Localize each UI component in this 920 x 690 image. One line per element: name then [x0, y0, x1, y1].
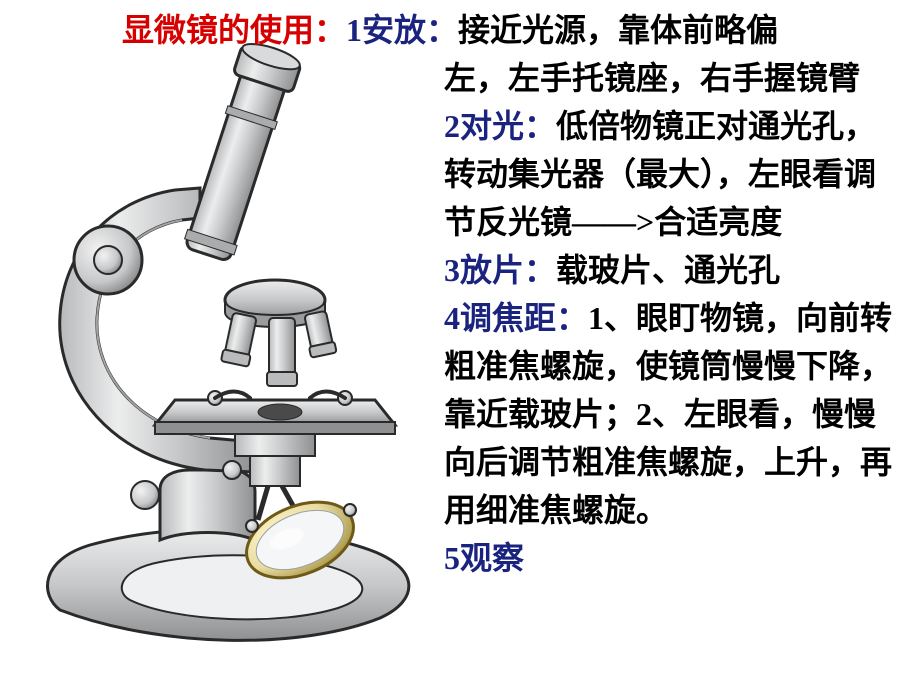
step1-body-a: 接近光源，靠体前略偏: [458, 12, 778, 48]
step1-body-b: 左，左手托镜座，右手握镜臂: [444, 54, 912, 102]
step2-body-a: 低倍物镜正对通光孔，: [556, 108, 876, 144]
step3-body: 载玻片、通光孔: [556, 252, 780, 288]
step4-body-b: 粗准焦螺旋，使镜筒慢慢下降，: [444, 342, 912, 390]
step2-body-c: 节反光镜——>合适亮度: [444, 198, 912, 246]
step2-label: 2对光：: [444, 108, 556, 144]
instruction-text: 显微镜的使用：1安放：接近光源，靠体前略偏 左，左手托镜座，右手握镜臂 2对光：…: [122, 6, 912, 582]
step4-body-d: 向后调节粗准焦螺旋，上升，再: [444, 438, 912, 486]
step4-body-a: 1、眼盯物镜，向前转: [588, 300, 892, 336]
step1-label: 1安放：: [346, 12, 458, 48]
step2-body-b: 转动集光器（最大），左眼看调: [444, 150, 912, 198]
step3-label: 3放片：: [444, 252, 556, 288]
step5-label: 5观察: [444, 534, 912, 582]
step4-label: 4调焦距：: [444, 300, 588, 336]
slide-page: 显微镜的使用：1安放：接近光源，靠体前略偏 左，左手托镜座，右手握镜臂 2对光：…: [0, 0, 920, 690]
title: 显微镜的使用：: [122, 12, 346, 48]
step4-body-e: 用细准焦螺旋。: [444, 486, 912, 534]
step4-body-c: 靠近载玻片；2、左眼看，慢慢: [444, 390, 912, 438]
